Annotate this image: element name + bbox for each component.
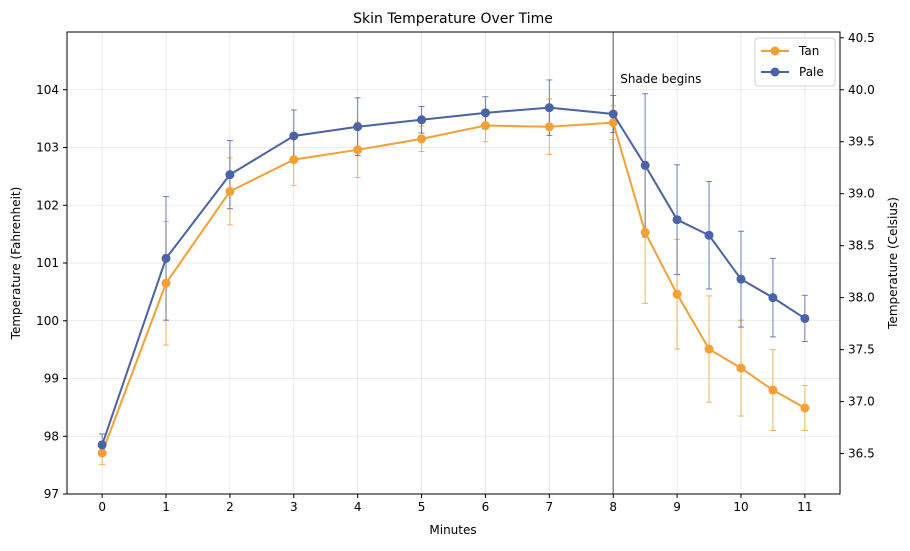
tan-line	[101, 121, 806, 454]
tan-point	[640, 227, 650, 237]
y-right-tick-label: 37.0	[848, 395, 875, 409]
tan-point	[544, 122, 554, 132]
pale-point	[736, 274, 746, 284]
axes: 0 1 2 3 4 5 6 7 8 9 10 11 97 98 99 100 101 102 103 104 36.5 3…	[36, 31, 875, 514]
legend-pale-label: Pale	[799, 65, 824, 79]
plot-frame	[66, 31, 841, 495]
y-tick-label: 102	[36, 198, 59, 212]
x-tick-label: 6	[482, 500, 490, 514]
pale-point	[768, 293, 778, 303]
x-tick-label: 2	[226, 500, 234, 514]
tan-point	[417, 134, 427, 144]
y-right-tick-label: 39.0	[848, 187, 875, 201]
pale-line	[101, 106, 806, 446]
y-axis-label: Temperature (Fahrenheit)	[9, 187, 23, 341]
y-tick-label: 98	[44, 429, 59, 443]
tan-point	[97, 448, 107, 458]
legend: Tan Pale	[754, 37, 836, 87]
y-tick-label: 99	[44, 372, 59, 386]
y-right-tick-label: 38.0	[848, 291, 875, 305]
plot-marks	[97, 32, 810, 494]
pale-point	[704, 230, 714, 240]
pale-point	[544, 103, 554, 113]
x-tick-label: 9	[673, 500, 681, 514]
x-tick-label: 8	[609, 500, 617, 514]
y-tick-label: 104	[36, 83, 59, 97]
x-tick-label: 10	[733, 500, 748, 514]
pale-point	[97, 440, 107, 450]
x-tick-label: 4	[354, 500, 362, 514]
y-right-tick-label: 38.5	[848, 239, 875, 253]
tan-point	[225, 186, 235, 196]
x-tick-label: 3	[290, 500, 298, 514]
y-tick-label: 103	[36, 141, 59, 155]
x-axis-label: Minutes	[429, 523, 476, 537]
legend-tan-label: Tan	[798, 44, 819, 58]
pale-point	[608, 109, 618, 119]
pale-point	[225, 170, 235, 180]
y-tick-label: 97	[44, 487, 59, 501]
y-right-tick-label: 39.5	[848, 135, 875, 149]
tan-point	[161, 278, 171, 288]
x-tick-label: 0	[98, 500, 106, 514]
tan-point	[353, 145, 363, 155]
pale-point	[480, 108, 490, 118]
y-right-tick-label: 40.5	[848, 31, 875, 45]
tan-point	[768, 385, 778, 395]
y-axis-right-label: Temperature (Celsius)	[886, 197, 900, 330]
pale-point	[800, 313, 810, 323]
legend-tan-marker	[770, 46, 780, 56]
x-tick-label: 11	[797, 500, 812, 514]
tan-point	[736, 363, 746, 373]
pale-point	[161, 253, 171, 263]
tan-point	[608, 118, 618, 128]
x-tick-label: 1	[162, 500, 170, 514]
pale-point	[672, 215, 682, 225]
x-tick-label: 7	[546, 500, 554, 514]
tan-point	[289, 155, 299, 165]
y-right-tick-label: 40.0	[848, 83, 875, 97]
tan-point	[800, 403, 810, 413]
pale-point	[640, 160, 650, 170]
pale-point	[417, 115, 427, 125]
tan-point	[704, 344, 714, 354]
grid	[67, 32, 840, 495]
legend-pale-marker	[770, 67, 780, 77]
pale-point	[289, 131, 299, 141]
tan-point	[672, 289, 682, 299]
tan-point	[480, 121, 490, 131]
y-tick-label: 101	[36, 256, 59, 270]
y-tick-label: 100	[36, 314, 59, 328]
x-tick-label: 5	[418, 500, 426, 514]
chart-title: Skin Temperature Over Time	[353, 11, 553, 27]
y-right-tick-label: 37.5	[848, 343, 875, 357]
annotation-shade-begins: Shade begins	[620, 72, 701, 86]
y-right-tick-label: 36.5	[848, 447, 875, 461]
pale-point	[353, 122, 363, 132]
